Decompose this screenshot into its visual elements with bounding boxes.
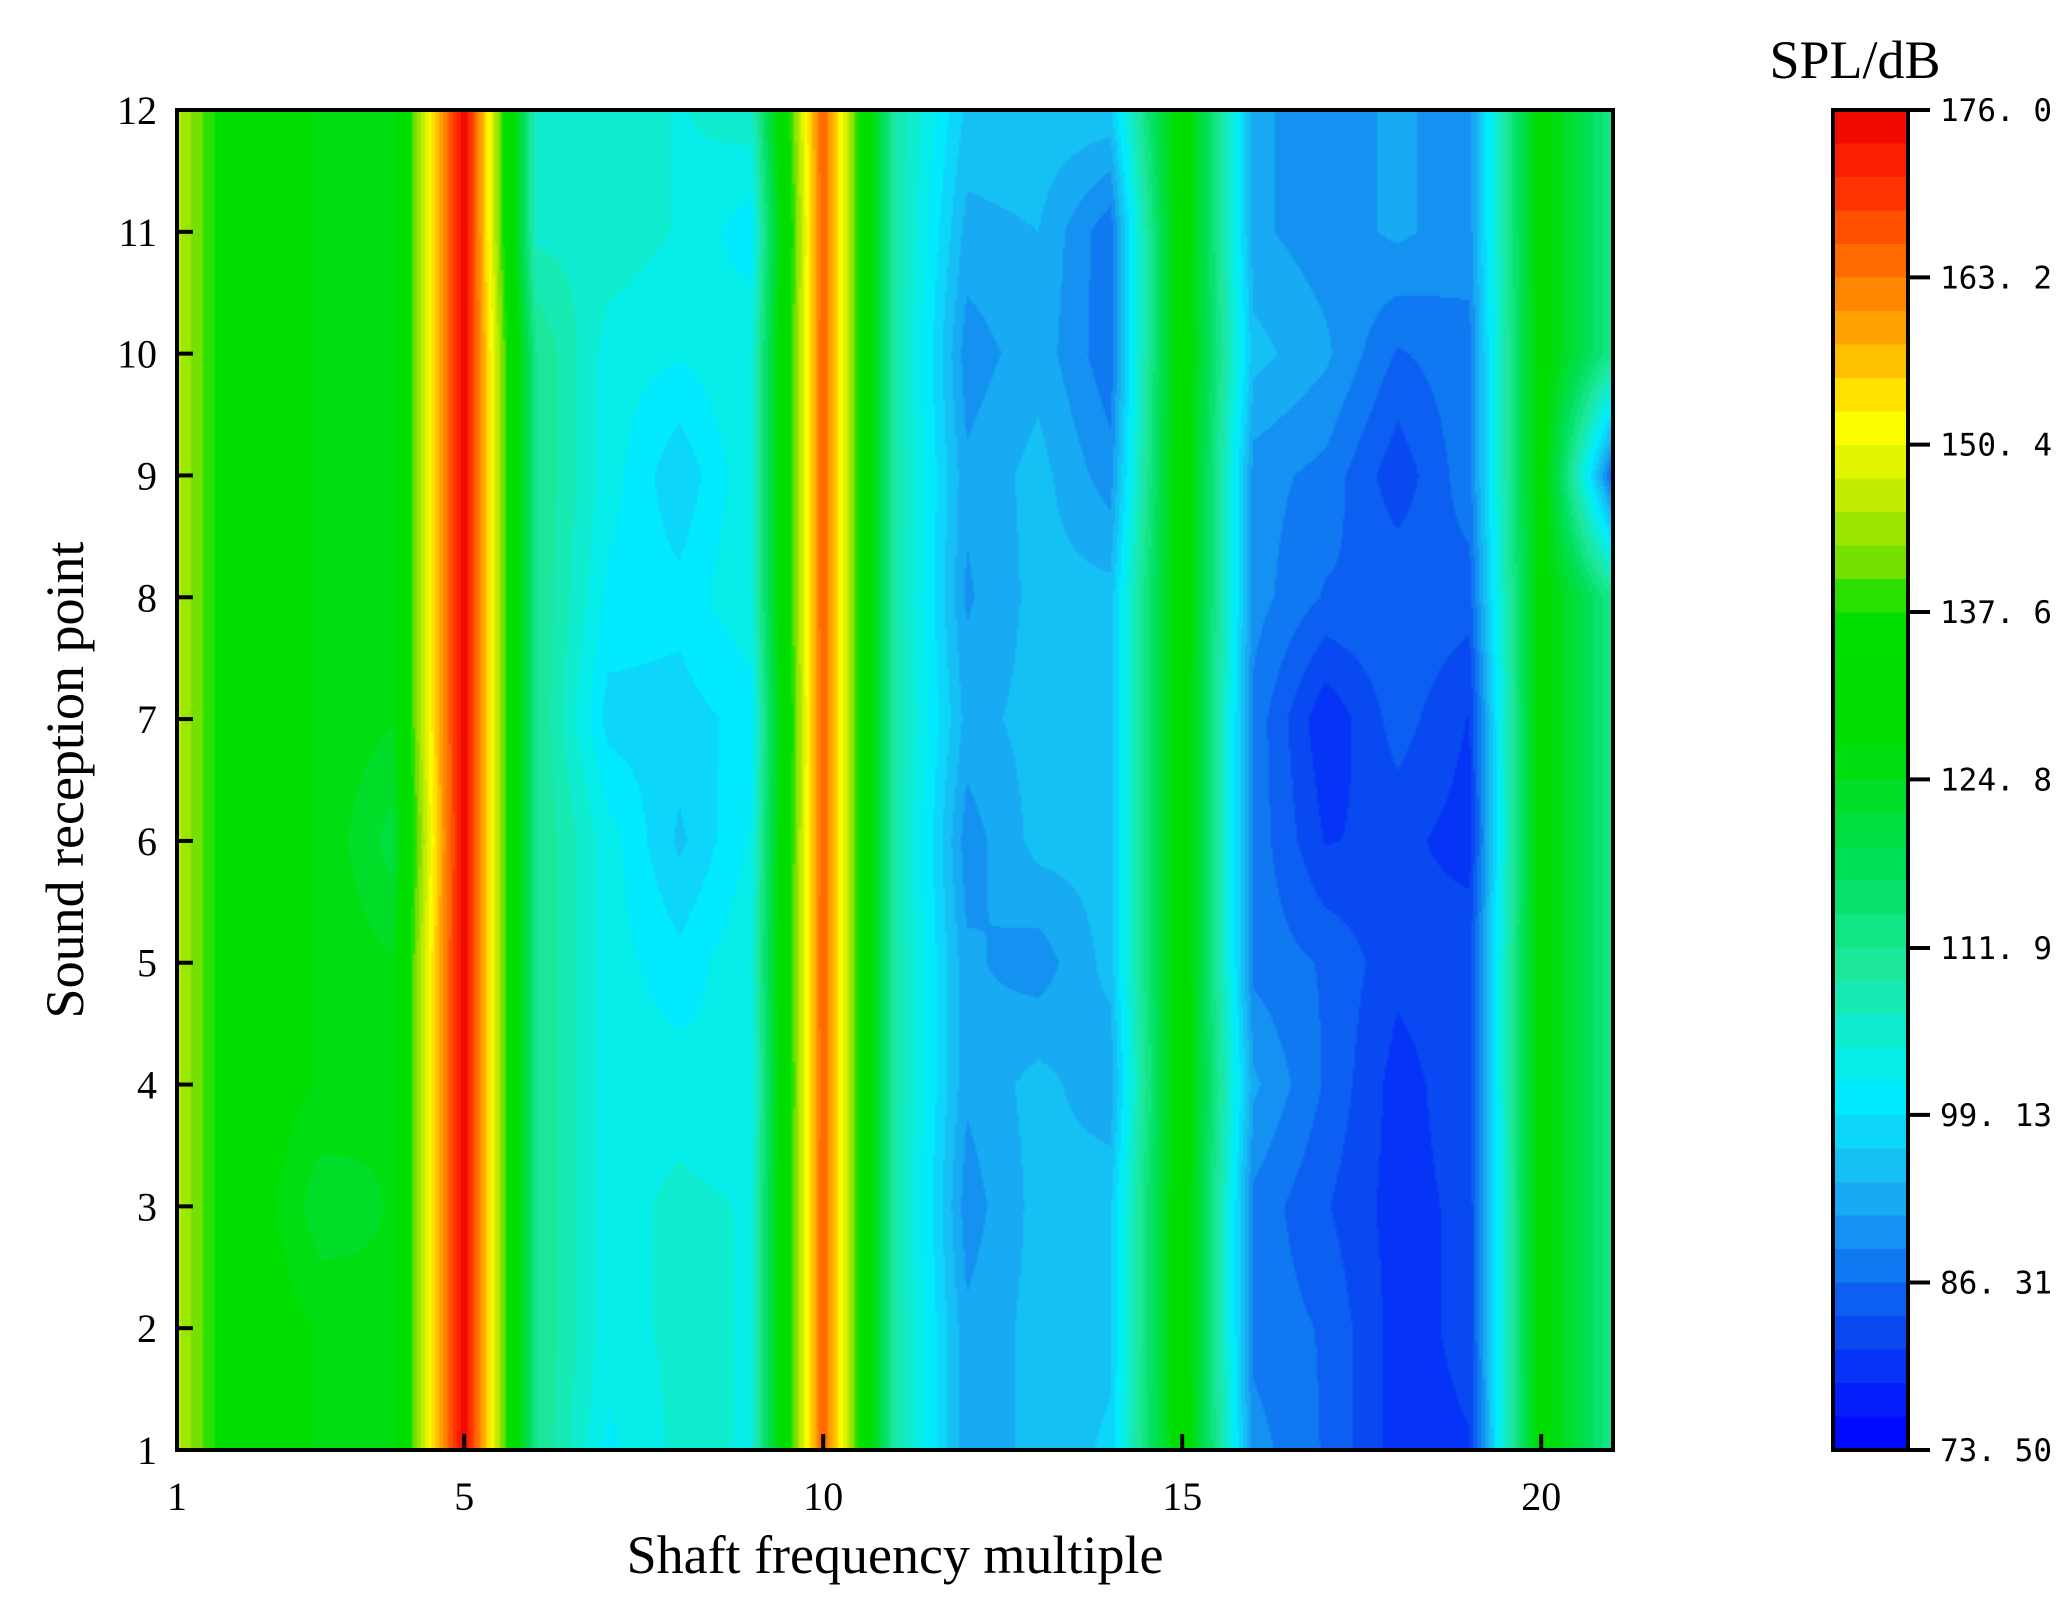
- y-tick-label: 3: [137, 1184, 157, 1229]
- colorbar: 176. 0 163. 2 150. 4 137. 6 124. 8 111. 9 99. …: [1769, 30, 2052, 1469]
- x-tick-label: 15: [1162, 1474, 1202, 1519]
- x-tick-label: 1: [167, 1474, 187, 1519]
- plot-frame: [175, 108, 1615, 1452]
- y-tick-label: 5: [137, 941, 157, 986]
- heatmap-image: [177, 110, 1613, 1450]
- colorbar-tick-label: 124. 8: [1940, 762, 2052, 798]
- y-tick-label: 11: [118, 210, 157, 255]
- y-axis-title: Sound reception point: [35, 542, 95, 1019]
- colorbar-title: SPL/dB: [1769, 30, 1940, 90]
- colorbar-tick-label: 99. 13: [1940, 1098, 2052, 1134]
- x-axis: 1 5 10 15 20: [167, 1434, 1561, 1519]
- y-tick-label: 7: [137, 697, 157, 742]
- colorbar-gradient: [1833, 110, 1908, 1450]
- colorbar-tick-label: 137. 6: [1940, 595, 2052, 631]
- x-axis-title: Shaft frequency multiple: [627, 1525, 1164, 1585]
- y-tick-label: 8: [137, 575, 157, 620]
- colorbar-tick-label: 150. 4: [1940, 428, 2052, 464]
- plot-area: [175, 108, 1615, 1452]
- y-tick-label: 10: [117, 332, 157, 377]
- colorbar-tick-label: 111. 9: [1940, 931, 2052, 967]
- colorbar-tick-label: 163. 2: [1940, 260, 2052, 296]
- colorbar-ticks: 176. 0 163. 2 150. 4 137. 6 124. 8 111. 9 99. …: [1908, 93, 2052, 1469]
- y-tick-label: 6: [137, 819, 157, 864]
- colorbar-tick-label: 86. 31: [1940, 1266, 2052, 1302]
- y-tick-label: 4: [137, 1063, 157, 1108]
- colorbar-tick-label: 176. 0: [1940, 93, 2052, 129]
- y-tick-label: 12: [117, 88, 157, 133]
- x-tick-label: 20: [1521, 1474, 1561, 1519]
- x-tick-label: 10: [803, 1474, 843, 1519]
- y-tick-label: 2: [137, 1306, 157, 1351]
- y-tick-label: 9: [137, 453, 157, 498]
- colorbar-tick-label: 73. 50: [1940, 1433, 2052, 1469]
- y-tick-label: 1: [137, 1428, 157, 1473]
- x-tick-label: 5: [454, 1474, 474, 1519]
